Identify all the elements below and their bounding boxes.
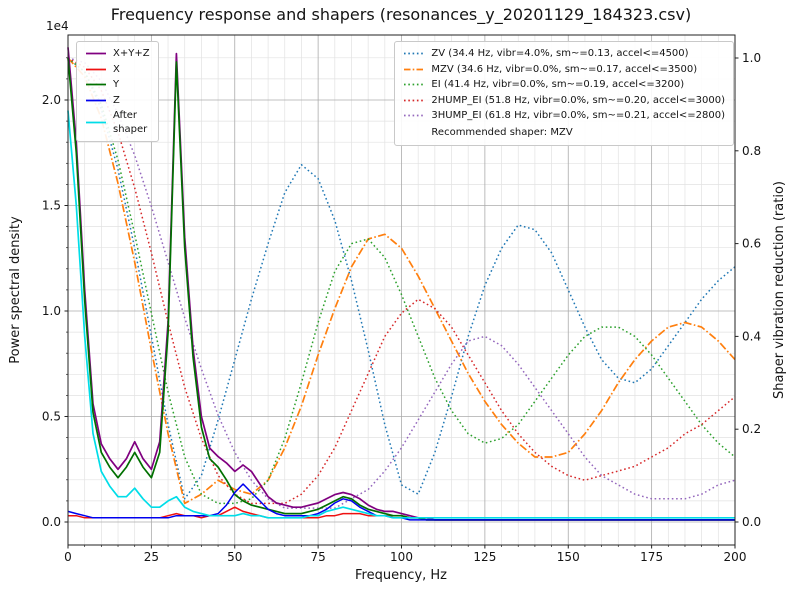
- legend-item: After shaper: [85, 108, 150, 137]
- y-left-tick-label: 0.5: [42, 410, 61, 424]
- legend-note: Recommended shaper: MZV: [431, 126, 573, 138]
- legend-swatch: [404, 52, 425, 55]
- y-right-tick-label: 0.2: [742, 422, 761, 436]
- series-after-shaper: [67, 110, 735, 519]
- y-left-tick-label: 0.0: [42, 515, 61, 529]
- legend-shapers: ZV (34.4 Hz, vibr=4.0%, sm~=0.13, accel<…: [394, 41, 734, 146]
- series-x-y-z: [67, 47, 735, 521]
- legend-item-label: X+Y+Z: [113, 48, 150, 59]
- y-left-offset-label: 1e4: [46, 19, 69, 33]
- x-tick-label: 175: [640, 550, 663, 564]
- legend-item-label: Y: [113, 79, 120, 90]
- legend-swatch: [86, 52, 106, 55]
- legend-item: EI (41.4 Hz, vibr=0.0%, sm~=0.19, accel<…: [403, 77, 725, 93]
- x-tick-label: 200: [724, 550, 747, 564]
- legend-item-label: After shaper: [113, 110, 148, 135]
- legend-item-label: Z: [113, 94, 120, 106]
- legend-item: 2HUMP_EI (51.8 Hz, vibr=0.0%, sm~=0.20, …: [403, 93, 725, 109]
- legend-swatch: [404, 83, 425, 86]
- y-right-tick-label: 0.0: [742, 515, 761, 529]
- y-left-axis-label: Power spectral density: [8, 216, 23, 364]
- y-right-tick-label: 0.6: [742, 237, 761, 251]
- legend-swatch: [86, 68, 106, 71]
- legend-item: Z: [85, 93, 150, 109]
- y-left-tick-label: 2.0: [42, 93, 61, 107]
- x-tick-label: 75: [310, 550, 325, 564]
- x-tick-label: 150: [557, 550, 580, 564]
- legend-item: MZV (34.6 Hz, vibr=0.0%, sm~=0.17, accel…: [403, 62, 725, 78]
- legend-swatch: [86, 99, 106, 102]
- legend-item-label: MZV (34.6 Hz, vibr=0.0%, sm~=0.17, accel…: [431, 63, 698, 75]
- legend-swatch: [404, 114, 425, 117]
- x-tick-label: 25: [144, 550, 159, 564]
- legend-swatch: [86, 83, 106, 86]
- legend-swatch: [404, 99, 425, 102]
- legend-item: X+Y+Z: [85, 46, 150, 62]
- y-right-axis-label: Shaper vibration reduction (ratio): [772, 181, 787, 399]
- y-right-tick-label: 0.4: [742, 329, 761, 343]
- legend-swatch: [404, 68, 425, 71]
- y-right-tick-label: 1.0: [742, 51, 761, 65]
- legend-item-label: ZV (34.4 Hz, vibr=4.0%, sm~=0.13, accel<…: [431, 48, 689, 59]
- x-tick-label: 0: [64, 550, 72, 564]
- legend-item-label: X: [113, 63, 120, 75]
- series-zv: [67, 57, 736, 500]
- legend-item: X: [85, 62, 150, 78]
- x-tick-label: 50: [227, 550, 242, 564]
- series-z: [67, 483, 735, 521]
- legend-item: ZV (34.4 Hz, vibr=4.0%, sm~=0.13, accel<…: [403, 46, 725, 62]
- legend-swatch: [86, 121, 106, 124]
- legend-item-label: 2HUMP_EI (51.8 Hz, vibr=0.0%, sm~=0.20, …: [431, 94, 725, 106]
- series-3hump-ei: [67, 57, 736, 509]
- series-ei: [67, 57, 736, 505]
- x-tick-label: 100: [390, 550, 413, 564]
- legend-psd: X+Y+Z X Y Z After shaper: [76, 41, 159, 142]
- legend-item-label: EI (41.4 Hz, vibr=0.0%, sm~=0.19, accel<…: [431, 79, 685, 90]
- y-right-tick-label: 0.8: [742, 144, 761, 158]
- legend-item: 3HUMP_EI (61.8 Hz, vibr=0.0%, sm~=0.21, …: [403, 108, 725, 124]
- series-mzv: [67, 57, 736, 505]
- chart-title: Frequency response and shapers (resonanc…: [111, 5, 691, 25]
- x-tick-label: 125: [473, 550, 496, 564]
- legend-item-label: 3HUMP_EI (61.8 Hz, vibr=0.0%, sm~=0.21, …: [431, 110, 725, 121]
- x-axis-label: Frequency, Hz: [355, 568, 447, 583]
- y-left-tick-label: 1.0: [42, 304, 61, 318]
- legend-item: Y: [85, 77, 150, 93]
- y-left-tick-label: 1.5: [42, 199, 61, 213]
